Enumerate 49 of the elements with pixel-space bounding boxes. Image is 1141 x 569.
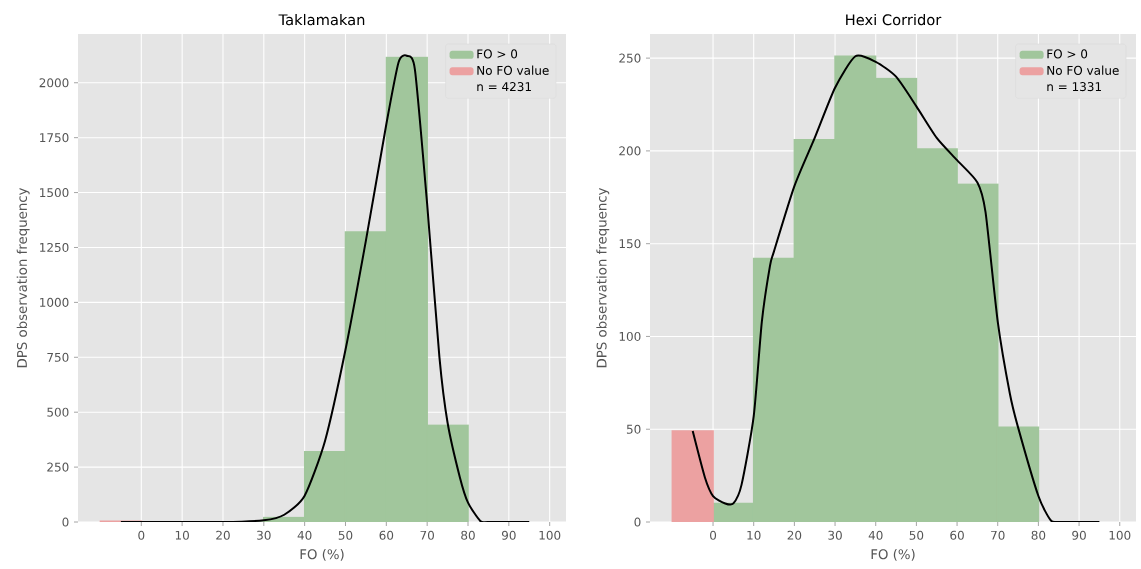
legend-label: FO > 0	[1047, 49, 1088, 59]
x-tick-label: 100	[539, 530, 561, 540]
legend-label: FO > 0	[477, 49, 518, 59]
x-axis-title: FO (%)	[300, 548, 344, 561]
y-tick-label: 0	[634, 517, 641, 527]
y-tick-label: 1000	[40, 297, 69, 307]
y-tick-label: 500	[47, 407, 69, 417]
x-tick-label: 60	[379, 530, 394, 540]
y-tick-label: 250	[619, 53, 641, 63]
y-tick-label: 1250	[40, 242, 69, 253]
x-tick-label: 30	[828, 530, 842, 540]
y-tick-label: 750	[47, 352, 69, 362]
x-tick-label: 40	[868, 530, 883, 540]
chart-title: Taklamakan	[278, 13, 365, 26]
y-tick-label: 1500	[40, 188, 69, 198]
y-tick-label: 1750	[40, 133, 69, 143]
legend-label: No FO value	[477, 65, 549, 75]
x-tick-label: 0	[138, 530, 145, 540]
x-tick-label: 70	[420, 530, 434, 540]
chart-title: Hexi Corridor	[846, 13, 942, 26]
x-tick-label: 30	[257, 530, 271, 540]
legend-label: No FO value	[1047, 65, 1119, 75]
y-axis-title: DPS observation frequency	[596, 187, 610, 368]
y-tick-label: 2000	[39, 78, 69, 88]
y-tick-label: 100	[619, 331, 641, 341]
x-tick-label: 90	[501, 530, 516, 540]
x-tick-label: 20	[787, 530, 802, 540]
annotation: n = 4231	[477, 82, 531, 92]
y-tick-label: 200	[619, 146, 641, 156]
x-tick-label: 90	[1072, 530, 1086, 540]
x-axis-title: FO (%)	[871, 548, 915, 561]
x-tick-label: 20	[216, 530, 230, 540]
x-tick-label: 40	[297, 530, 312, 540]
x-tick-label: 80	[461, 530, 475, 540]
x-tick-label: 10	[175, 530, 189, 540]
x-tick-label: 50	[338, 530, 353, 540]
x-tick-label: 60	[950, 530, 964, 540]
x-tick-label: 100	[1109, 530, 1131, 540]
y-tick-label: 0	[62, 517, 69, 527]
x-tick-label: 80	[1031, 530, 1046, 540]
y-tick-label: 50	[626, 424, 641, 434]
annotation: n = 1331	[1047, 82, 1101, 92]
x-tick-label: 50	[909, 530, 924, 540]
y-axis-title: DPS observation frequency	[16, 187, 30, 368]
y-tick-label: 250	[47, 462, 69, 472]
x-tick-label: 10	[747, 530, 761, 540]
x-tick-label: 70	[991, 530, 1005, 540]
y-tick-label: 150	[619, 239, 641, 249]
x-tick-label: 0	[710, 530, 717, 540]
